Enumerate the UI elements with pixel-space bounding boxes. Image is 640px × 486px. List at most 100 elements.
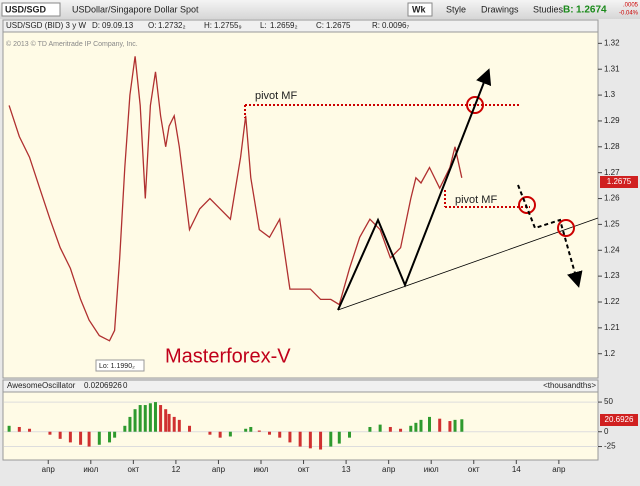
osc-bar (244, 428, 248, 432)
description: USDollar/Singapore Dollar Spot (72, 4, 199, 14)
osc-bar (438, 418, 442, 432)
osc-bar (249, 426, 253, 432)
copyright: © 2013 © TD Ameritrade IP Company, Inc. (6, 40, 138, 48)
osc-bar (378, 424, 382, 432)
info-label: L: (260, 21, 267, 30)
info-label: C: (316, 21, 324, 30)
circle (518, 196, 536, 214)
info-value: 1.2755₉ (214, 21, 242, 30)
price-panel (2, 19, 599, 379)
button-label[interactable]: Drawings (481, 4, 519, 14)
button-label[interactable]: Studies (533, 4, 564, 14)
last-box (600, 176, 638, 188)
y-tick-label: 1.2 (604, 349, 616, 358)
osc-bar (133, 409, 137, 432)
osc-bar (7, 425, 11, 432)
symbol-input[interactable] (1, 2, 61, 17)
osc-bar (17, 426, 21, 432)
forecast-line (517, 184, 583, 288)
y-tick-label: 1.21 (604, 323, 620, 332)
osc-bar (97, 431, 101, 445)
osc-bar (257, 430, 261, 432)
info-value: 09.09.13 (102, 21, 134, 30)
osc-bar (288, 431, 292, 443)
last-label: 1.2675 (607, 177, 632, 186)
osc-bar (409, 425, 413, 432)
x-tick-label: июл (424, 465, 439, 474)
osc-bar (153, 402, 157, 432)
osc-bar (113, 431, 117, 438)
osc-bar (388, 426, 392, 432)
y-tick-label: -25 (604, 442, 616, 451)
osc-bar (68, 431, 72, 443)
bid-label: B: (563, 5, 574, 16)
osc-title: AwesomeOscillator (7, 381, 76, 390)
x-tick-label: апр (382, 465, 396, 474)
info-label: O: (148, 21, 156, 30)
x-tick-label: 13 (342, 465, 351, 474)
osc-bar (308, 431, 312, 449)
info-row (2, 19, 599, 33)
low-label: Lo: 1.1990₂ (99, 363, 135, 370)
x-tick-label: 12 (171, 465, 180, 474)
y-tick-label: 0 (604, 427, 609, 436)
osc-bar (208, 431, 212, 435)
osc-bar (167, 413, 171, 432)
x-tick-label: июл (83, 465, 98, 474)
y-tick-label: 1.23 (604, 271, 620, 280)
toolbar: USD/SGD USDollar/Singapore Dollar Spot W… (0, 0, 640, 19)
button[interactable] (407, 2, 433, 17)
x-tick-label: апр (552, 465, 566, 474)
osc-bar (164, 409, 168, 432)
y-tick-label: 1.26 (604, 194, 620, 203)
wave-line (337, 68, 492, 311)
osc-bar (453, 419, 457, 432)
x-tick-label: 14 (512, 465, 521, 474)
y-tick-label: 1.32 (604, 38, 620, 47)
osc-units: <thousandths> (543, 381, 596, 390)
info-label: H: (204, 21, 212, 30)
annotation: pivot MF (455, 194, 497, 206)
x-tick-label: окт (298, 465, 310, 474)
x-tick-label: окт (468, 465, 480, 474)
osc-bar (399, 428, 403, 432)
y-tick-label: 1.28 (604, 142, 620, 151)
y-tick-label: 1.31 (604, 64, 620, 73)
change: .0005 (623, 3, 639, 9)
price-line (8, 56, 463, 342)
osc-bar (87, 431, 91, 447)
osc-bar (128, 416, 132, 432)
button-label[interactable]: Style (446, 4, 466, 14)
osc-bar (58, 431, 62, 439)
info-value: 1.2732₂ (158, 21, 186, 30)
drawings (244, 68, 599, 311)
low-box (95, 359, 145, 372)
osc-bar (218, 431, 222, 438)
osc-bar (368, 426, 372, 432)
y-tick-label: 1.29 (604, 116, 620, 125)
osc-bar (460, 419, 464, 432)
osc-bar (448, 421, 452, 432)
button-label: Wk (412, 4, 426, 14)
osc-bar (28, 428, 32, 432)
osc-bar (278, 431, 282, 438)
osc-bar (48, 431, 52, 435)
chart-title: USD/SGD (BID) 3 y W (6, 21, 86, 30)
osc-bar (428, 416, 432, 432)
x-tick-label: апр (42, 465, 56, 474)
osc-bar (319, 431, 323, 450)
last-label: 20.6926 (605, 415, 634, 424)
x-tick-label: апр (212, 465, 226, 474)
osc-bar (414, 422, 418, 432)
circle (557, 219, 575, 237)
osc-bar (337, 431, 341, 444)
x-tick-label: окт (128, 465, 140, 474)
osc-bar (148, 403, 152, 432)
circle (466, 96, 484, 114)
osc-bar (188, 425, 192, 432)
osc-bar (348, 431, 352, 438)
symbol: USD/SGD (5, 4, 47, 14)
y-tick-label: 1.25 (604, 220, 620, 229)
y-tick-label: 1.3 (604, 90, 616, 99)
